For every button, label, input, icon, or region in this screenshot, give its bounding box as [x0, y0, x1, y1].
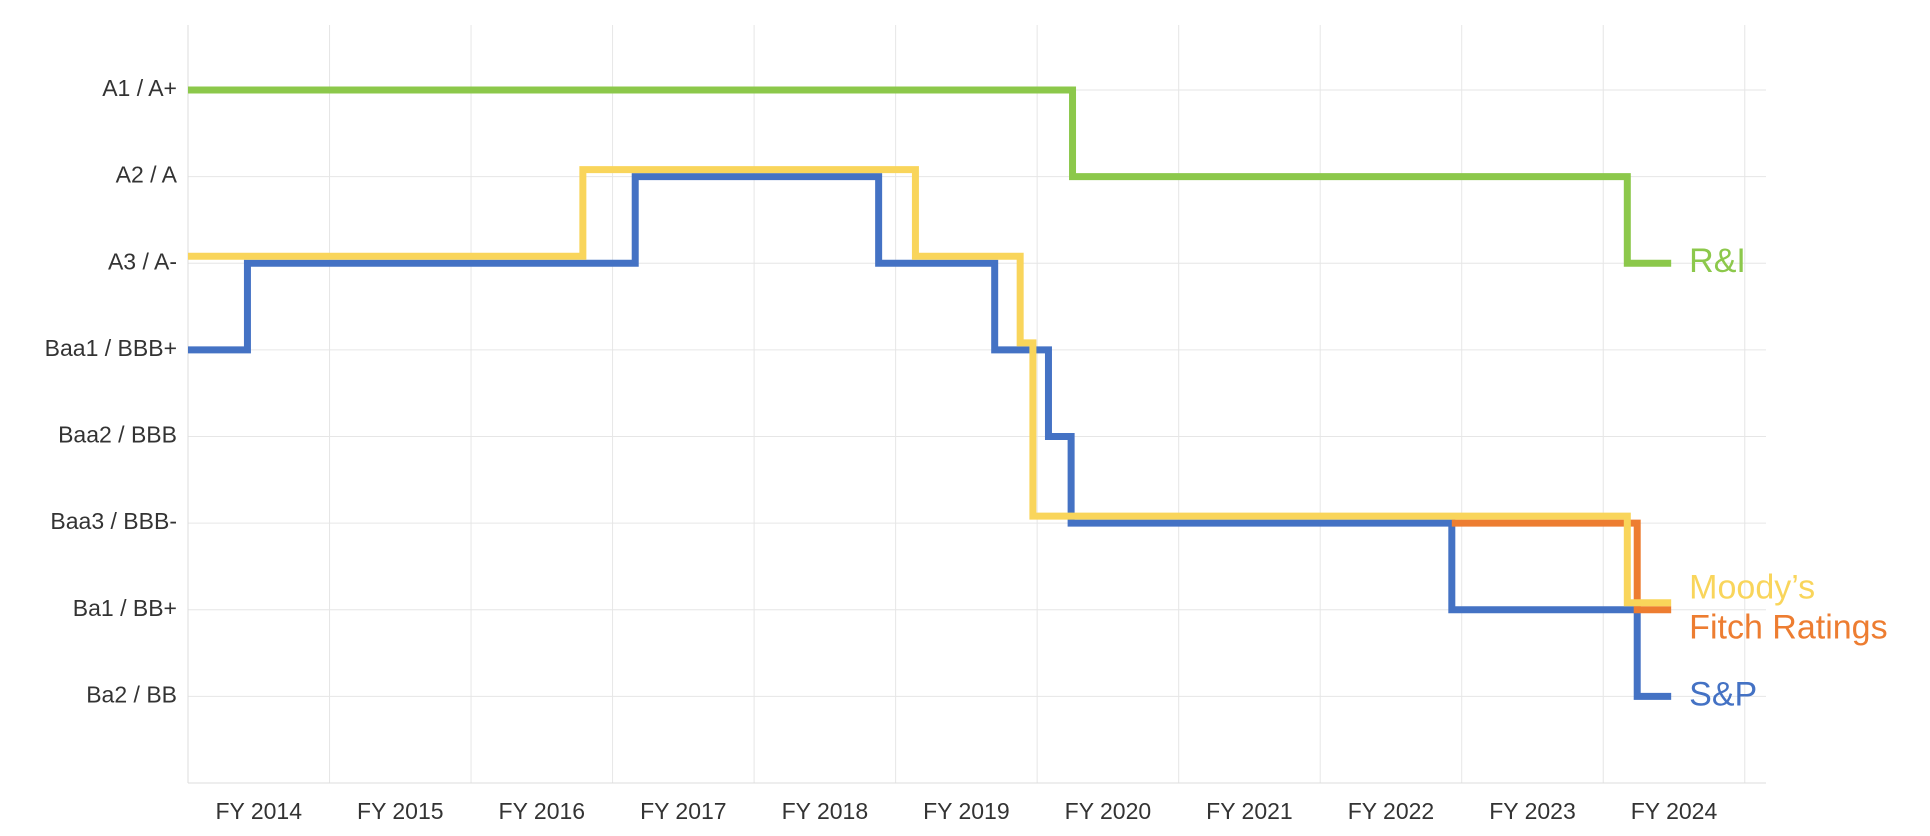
y-tick-label: A2 / A — [116, 162, 178, 188]
y-tick-label: A1 / A+ — [102, 75, 177, 101]
x-tick-label: FY 2022 — [1348, 798, 1435, 824]
y-tick-label: Baa3 / BBB- — [50, 508, 177, 534]
x-tick-label: FY 2017 — [640, 798, 727, 824]
x-tick-label: FY 2019 — [923, 798, 1010, 824]
y-tick-label: Baa2 / BBB — [58, 422, 177, 448]
y-tick-label: Ba1 / BB+ — [73, 595, 177, 621]
series-label: S&P — [1689, 675, 1757, 713]
x-tick-label: FY 2020 — [1065, 798, 1152, 824]
rating-line — [188, 86, 1672, 267]
x-tick-label: FY 2024 — [1631, 798, 1718, 824]
rating-line — [188, 173, 1672, 700]
series-label: R&I — [1689, 242, 1746, 280]
series-label: Fitch Ratings — [1689, 609, 1887, 647]
y-tick-label: Ba2 / BB — [86, 681, 177, 707]
x-tick-label: FY 2015 — [357, 798, 444, 824]
x-tick-label: FY 2018 — [782, 798, 869, 824]
y-tick-label: Baa1 / BBB+ — [45, 335, 177, 361]
rating-line — [188, 166, 1672, 607]
rating-line — [1451, 519, 1672, 614]
y-tick-label: A3 / A- — [108, 248, 177, 274]
series-label: Moody’s — [1689, 569, 1815, 607]
x-tick-label: FY 2021 — [1206, 798, 1293, 824]
x-tick-label: FY 2023 — [1489, 798, 1576, 824]
x-tick-label: FY 2014 — [215, 798, 302, 824]
x-tick-label: FY 2016 — [499, 798, 586, 824]
